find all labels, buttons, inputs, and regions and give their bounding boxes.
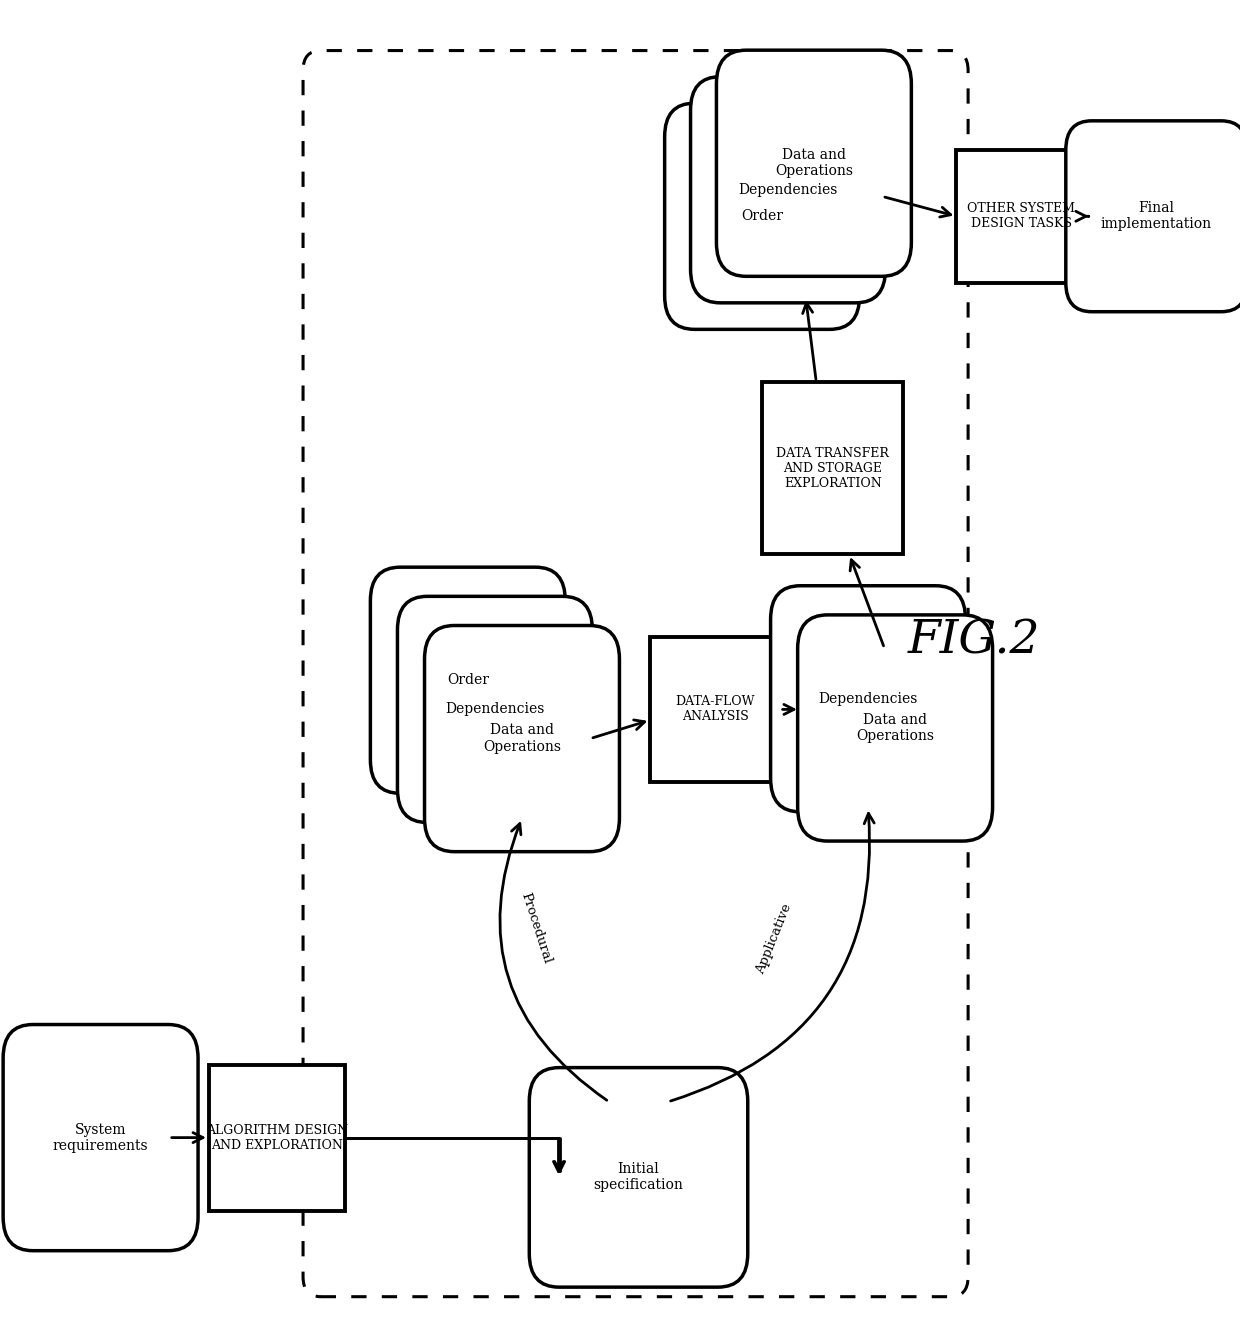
Text: Dependencies: Dependencies — [738, 183, 838, 196]
Text: DATA TRANSFER
AND STORAGE
EXPLORATION: DATA TRANSFER AND STORAGE EXPLORATION — [776, 447, 889, 490]
FancyBboxPatch shape — [797, 615, 992, 840]
FancyBboxPatch shape — [717, 51, 911, 276]
FancyBboxPatch shape — [1066, 121, 1240, 312]
Text: ALGORITHM DESIGN
AND EXPLORATION: ALGORITHM DESIGN AND EXPLORATION — [206, 1123, 348, 1151]
Text: DATA-FLOW
ANALYSIS: DATA-FLOW ANALYSIS — [676, 695, 755, 723]
FancyBboxPatch shape — [4, 1025, 198, 1251]
Text: Data and
Operations: Data and Operations — [484, 723, 560, 754]
Text: FIG.2: FIG.2 — [908, 618, 1040, 663]
Text: Order: Order — [446, 674, 489, 687]
Text: Initial
specification: Initial specification — [594, 1162, 683, 1193]
FancyBboxPatch shape — [665, 103, 859, 329]
Bar — [210, 1065, 345, 1210]
Text: Final
implementation: Final implementation — [1101, 201, 1211, 231]
Text: OTHER SYSTEM
DESIGN TASKS: OTHER SYSTEM DESIGN TASKS — [967, 203, 1075, 231]
Bar — [650, 636, 780, 782]
Text: Procedural: Procedural — [518, 891, 554, 966]
Bar — [956, 149, 1086, 283]
Text: Order: Order — [742, 209, 784, 223]
Text: Dependencies: Dependencies — [445, 703, 544, 716]
Text: Data and
Operations: Data and Operations — [775, 148, 853, 179]
Text: Applicative: Applicative — [754, 902, 794, 976]
FancyBboxPatch shape — [529, 1067, 748, 1287]
Text: Dependencies: Dependencies — [818, 692, 918, 706]
FancyBboxPatch shape — [770, 586, 966, 812]
FancyBboxPatch shape — [398, 596, 593, 823]
FancyBboxPatch shape — [371, 567, 565, 794]
Text: Data and
Operations: Data and Operations — [856, 712, 934, 743]
FancyBboxPatch shape — [424, 626, 620, 851]
Bar — [763, 382, 904, 555]
Text: System
requirements: System requirements — [53, 1122, 149, 1153]
FancyBboxPatch shape — [691, 76, 885, 303]
